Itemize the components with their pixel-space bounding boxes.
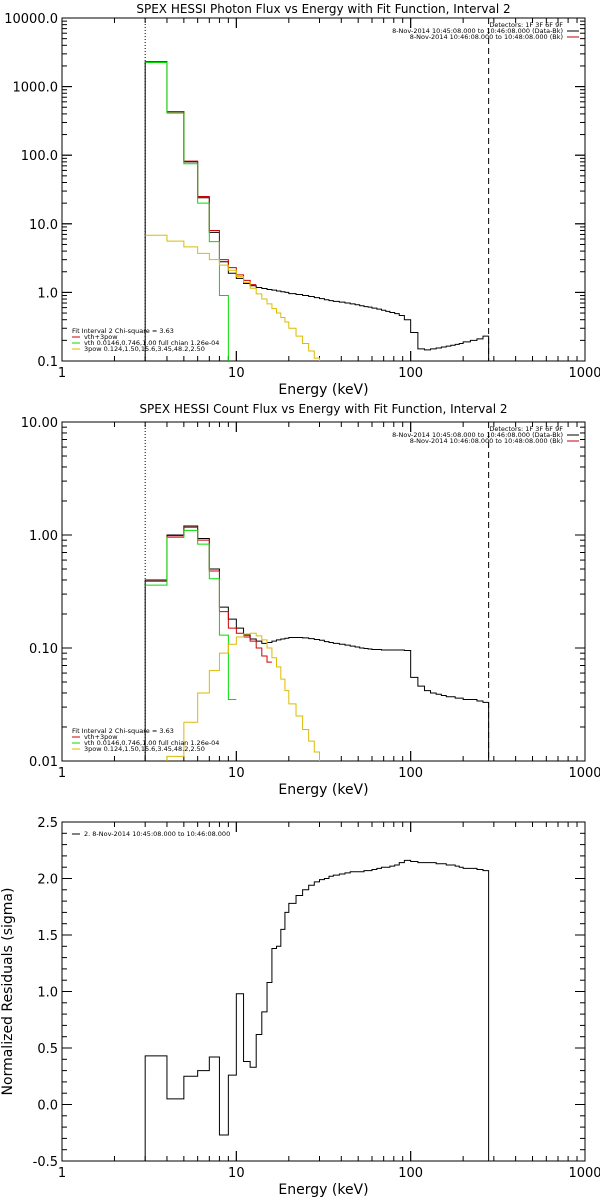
series-powerlaw bbox=[144, 632, 321, 761]
series-residuals bbox=[144, 859, 490, 1161]
y-tick-label: 2.0 bbox=[37, 873, 58, 888]
series-data bbox=[144, 61, 490, 361]
series-total bbox=[145, 526, 272, 663]
header-line: 8-Nov-2014 10:45:08.000 to 10:46:08.000 … bbox=[392, 27, 563, 35]
x-tick-label: 10 bbox=[228, 766, 245, 781]
legend-label: 3pow 0.124,1.50,15.6,3.45,48.2,2.50 bbox=[84, 745, 205, 753]
legend-label: vth+3pow bbox=[84, 733, 118, 741]
y-tick-label: 10.0 bbox=[29, 218, 58, 233]
plot-frame bbox=[61, 17, 586, 362]
series-total bbox=[145, 61, 257, 286]
chart-title: SPEX HESSI Count Flux vs Energy with Fit… bbox=[139, 402, 507, 416]
x-tick-label: 1000 bbox=[568, 766, 600, 781]
y-tick-label: 1.0 bbox=[37, 286, 58, 301]
header-line: Detectors: 1F 3F 6F 9F bbox=[489, 21, 563, 29]
legend-label: vth 0.0146,0.746,1.00 full chian 1.26e-0… bbox=[84, 339, 219, 347]
header-line: Detectors: 1F 3F 6F 9F bbox=[489, 425, 563, 433]
header-line: 8-Nov-2014 10:46:08.000 to 10:48:08.000 … bbox=[410, 33, 563, 41]
panel-1: SPEX HESSI Photon Flux vs Energy with Fi… bbox=[4, 2, 600, 398]
x-tick-label: 1000 bbox=[568, 366, 600, 381]
x-tick-label: 100 bbox=[398, 766, 423, 781]
series-powerlaw bbox=[145, 234, 321, 361]
y-tick-label: 10.00 bbox=[21, 416, 58, 431]
y-tick-label: 1.0 bbox=[37, 986, 58, 1001]
legend-header: Fit Interval 2 Chi-square = 3.63 bbox=[72, 327, 174, 335]
legend-label: 2. 8-Nov-2014 10:45:08.000 to 10:46:08.0… bbox=[84, 830, 230, 838]
y-tick-label: 1.5 bbox=[37, 929, 58, 944]
x-axis-label: Energy (keV) bbox=[278, 382, 368, 398]
series-data bbox=[144, 525, 490, 761]
x-tick-label: 1 bbox=[58, 366, 66, 381]
x-tick-label: 10 bbox=[228, 366, 245, 381]
series-group bbox=[144, 859, 490, 1161]
x-tick-label: 100 bbox=[398, 366, 423, 381]
y-tick-label: -0.5 bbox=[33, 1155, 58, 1170]
legend-header: Fit Interval 2 Chi-square = 3.63 bbox=[72, 727, 174, 735]
legend-label: 3pow 0.124,1.50,15.6,3.45,48.2,2.50 bbox=[84, 345, 205, 353]
panel-2: SPEX HESSI Count Flux vs Energy with Fit… bbox=[21, 402, 600, 798]
legend-label: vth+3pow bbox=[84, 333, 118, 341]
header-line: 8-Nov-2014 10:45:08.000 to 10:46:08.000 … bbox=[392, 431, 563, 439]
x-tick-label: 100 bbox=[398, 1166, 423, 1181]
y-tick-label: 100.0 bbox=[21, 149, 58, 164]
series-group bbox=[144, 61, 490, 361]
x-axis-label: Energy (keV) bbox=[278, 782, 368, 798]
x-tick-label: 1 bbox=[58, 1166, 66, 1181]
x-axis-label: Energy (keV) bbox=[278, 1182, 368, 1198]
chart-title: SPEX HESSI Photon Flux vs Energy with Fi… bbox=[136, 2, 510, 16]
y-tick-label: 0.10 bbox=[29, 642, 58, 657]
series-thermal bbox=[145, 529, 237, 701]
series-thermal bbox=[145, 61, 229, 361]
y-tick-label: 0.5 bbox=[37, 1042, 58, 1057]
series-group bbox=[144, 525, 490, 761]
y-tick-label: 0.01 bbox=[29, 755, 58, 770]
x-tick-label: 1000 bbox=[568, 1166, 600, 1181]
y-tick-label: 1.00 bbox=[29, 529, 58, 544]
plot-frame bbox=[61, 821, 586, 1162]
y-tick-label: 0.0 bbox=[37, 1099, 58, 1114]
legend-label: vth 0.0146,0.746,1.00 full chian 1.26e-0… bbox=[84, 739, 219, 747]
header-line: 8-Nov-2014 10:46:08.000 to 10:48:08.000 … bbox=[410, 437, 563, 445]
y-tick-label: 2.5 bbox=[37, 816, 58, 831]
y-tick-label: 10000.0 bbox=[4, 12, 58, 27]
x-tick-label: 1 bbox=[58, 766, 66, 781]
x-tick-label: 10 bbox=[228, 1166, 245, 1181]
y-tick-label: 0.1 bbox=[37, 355, 58, 370]
panel-3: 1 10 100 1000 -0.5 0.0 0.5 1.0 1.5 2.0 2.5 Energy (… bbox=[0, 816, 600, 1198]
y-axis-label: Normalized Residuals (sigma) bbox=[0, 888, 16, 1096]
plot-frame bbox=[61, 421, 586, 762]
y-tick-label: 1000.0 bbox=[13, 81, 59, 96]
